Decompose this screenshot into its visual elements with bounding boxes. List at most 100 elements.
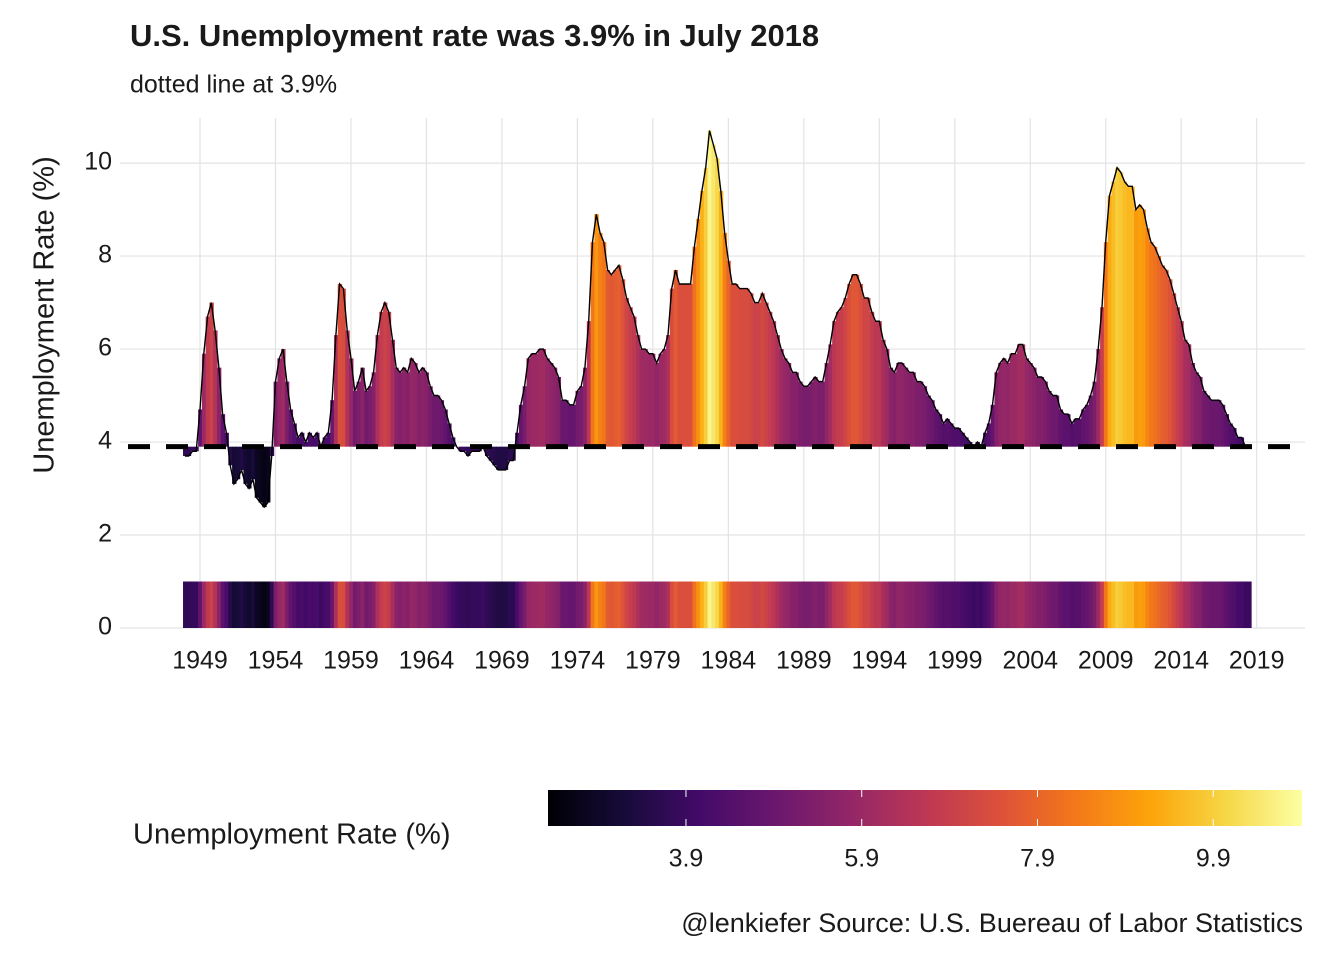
x-tick-label: 2014 (1153, 647, 1209, 675)
area-slice (820, 381, 826, 447)
area-slice (771, 321, 777, 447)
heat-strip-cell (918, 581, 924, 628)
heat-strip-cell (1028, 581, 1033, 628)
heat-strip-cell (635, 581, 641, 628)
heat-strip-cell (666, 581, 671, 628)
heat-strip-cell (190, 581, 195, 628)
heat-strip-cell (677, 581, 682, 628)
area-slice (650, 353, 656, 447)
area-slice (556, 376, 562, 447)
heat-strip-cell (779, 581, 784, 628)
area-slice (371, 372, 377, 447)
area-slice (877, 321, 882, 447)
area-slice (881, 339, 886, 447)
area-slice (560, 400, 565, 447)
area-slice (435, 395, 441, 447)
area-slice (1209, 400, 1214, 447)
heat-strip-cell (450, 581, 456, 628)
area-slice (254, 446, 260, 498)
heat-strip-cell (892, 581, 897, 628)
area-slice (662, 349, 667, 447)
area-slice (1096, 349, 1101, 447)
area-slice (1156, 256, 1162, 447)
heat-strip-cell (269, 581, 275, 628)
area-slice (839, 307, 845, 447)
area-slice (1005, 363, 1011, 447)
heat-strip-cell (443, 581, 448, 628)
heat-strip-cell (1084, 581, 1090, 628)
area-slice (1017, 344, 1022, 447)
area-slice (292, 423, 297, 447)
heat-strip-cell (903, 581, 909, 628)
heat-strip-cell (760, 581, 765, 628)
area-slice (1122, 181, 1128, 447)
heat-strip-cell (1032, 581, 1037, 628)
colorbar-tick-label: 9.9 (1196, 845, 1231, 873)
heat-strip-cell (775, 581, 780, 628)
heat-strip-cell (209, 581, 214, 628)
area-slice (518, 404, 524, 447)
heat-strip-cell (390, 581, 395, 628)
heat-strip-cell (1217, 581, 1222, 628)
area-slice (1024, 358, 1029, 447)
heat-strip-cell (956, 581, 962, 628)
area-slice (934, 409, 939, 447)
area-slice (952, 428, 958, 447)
heat-strip-cell (873, 581, 879, 628)
area-slice (356, 381, 361, 447)
area-slice (311, 437, 316, 447)
heat-strip-cell (1149, 581, 1154, 628)
area-slice (443, 409, 448, 447)
area-slice (266, 446, 271, 503)
area-slice (209, 302, 214, 447)
heat-strip-cell (1020, 581, 1026, 628)
heat-strip-cell (205, 581, 211, 628)
area-slice (847, 283, 852, 447)
area-slice (828, 344, 833, 447)
area-slice (1058, 409, 1063, 447)
area-slice (216, 367, 222, 447)
heat-strip-cell (801, 581, 807, 628)
area-slice (692, 246, 697, 447)
heat-strip-cell (420, 581, 426, 628)
heat-strip-cell (1047, 581, 1052, 628)
heat-strip-cell (1137, 581, 1143, 628)
heat-strip-cell (771, 581, 777, 628)
area-slice (696, 218, 701, 447)
heat-strip-cell (907, 581, 912, 628)
heat-strip-cell (364, 581, 369, 628)
heat-strip-cell (356, 581, 361, 628)
heat-strip-cell (1013, 581, 1018, 628)
heat-strip-cell (737, 581, 743, 628)
area-slice (888, 367, 894, 447)
area-slice (937, 414, 943, 447)
heat-strip-cell (620, 581, 626, 628)
heat-strip-cell (1247, 581, 1252, 628)
area-slice (575, 390, 580, 447)
heat-strip-cell (960, 581, 965, 628)
x-tick-label: 1964 (399, 647, 455, 675)
heat-strip-cell (220, 581, 226, 628)
area-slice (722, 232, 728, 447)
heat-strip-cell (371, 581, 377, 628)
heat-strip-cell (586, 581, 592, 628)
area-slice (681, 283, 686, 447)
area-slice (545, 358, 550, 447)
area-slice (379, 311, 384, 447)
area-slice (243, 446, 248, 484)
heat-strip-cell (884, 581, 890, 628)
area-slice (707, 130, 712, 447)
area-slice (1130, 186, 1135, 447)
area-slice (873, 321, 879, 447)
heat-strip-cell (658, 581, 663, 628)
heat-strip-cell (952, 581, 958, 628)
area-slice (288, 409, 294, 447)
heat-strip-cell (254, 581, 260, 628)
heat-strip-cell (571, 581, 577, 628)
heat-strip-cell (1209, 581, 1214, 628)
area-slice (1205, 395, 1211, 447)
area-slice (779, 349, 784, 447)
area-slice (609, 274, 614, 447)
heat-strip-cell (552, 581, 558, 628)
area-slice (315, 432, 320, 447)
